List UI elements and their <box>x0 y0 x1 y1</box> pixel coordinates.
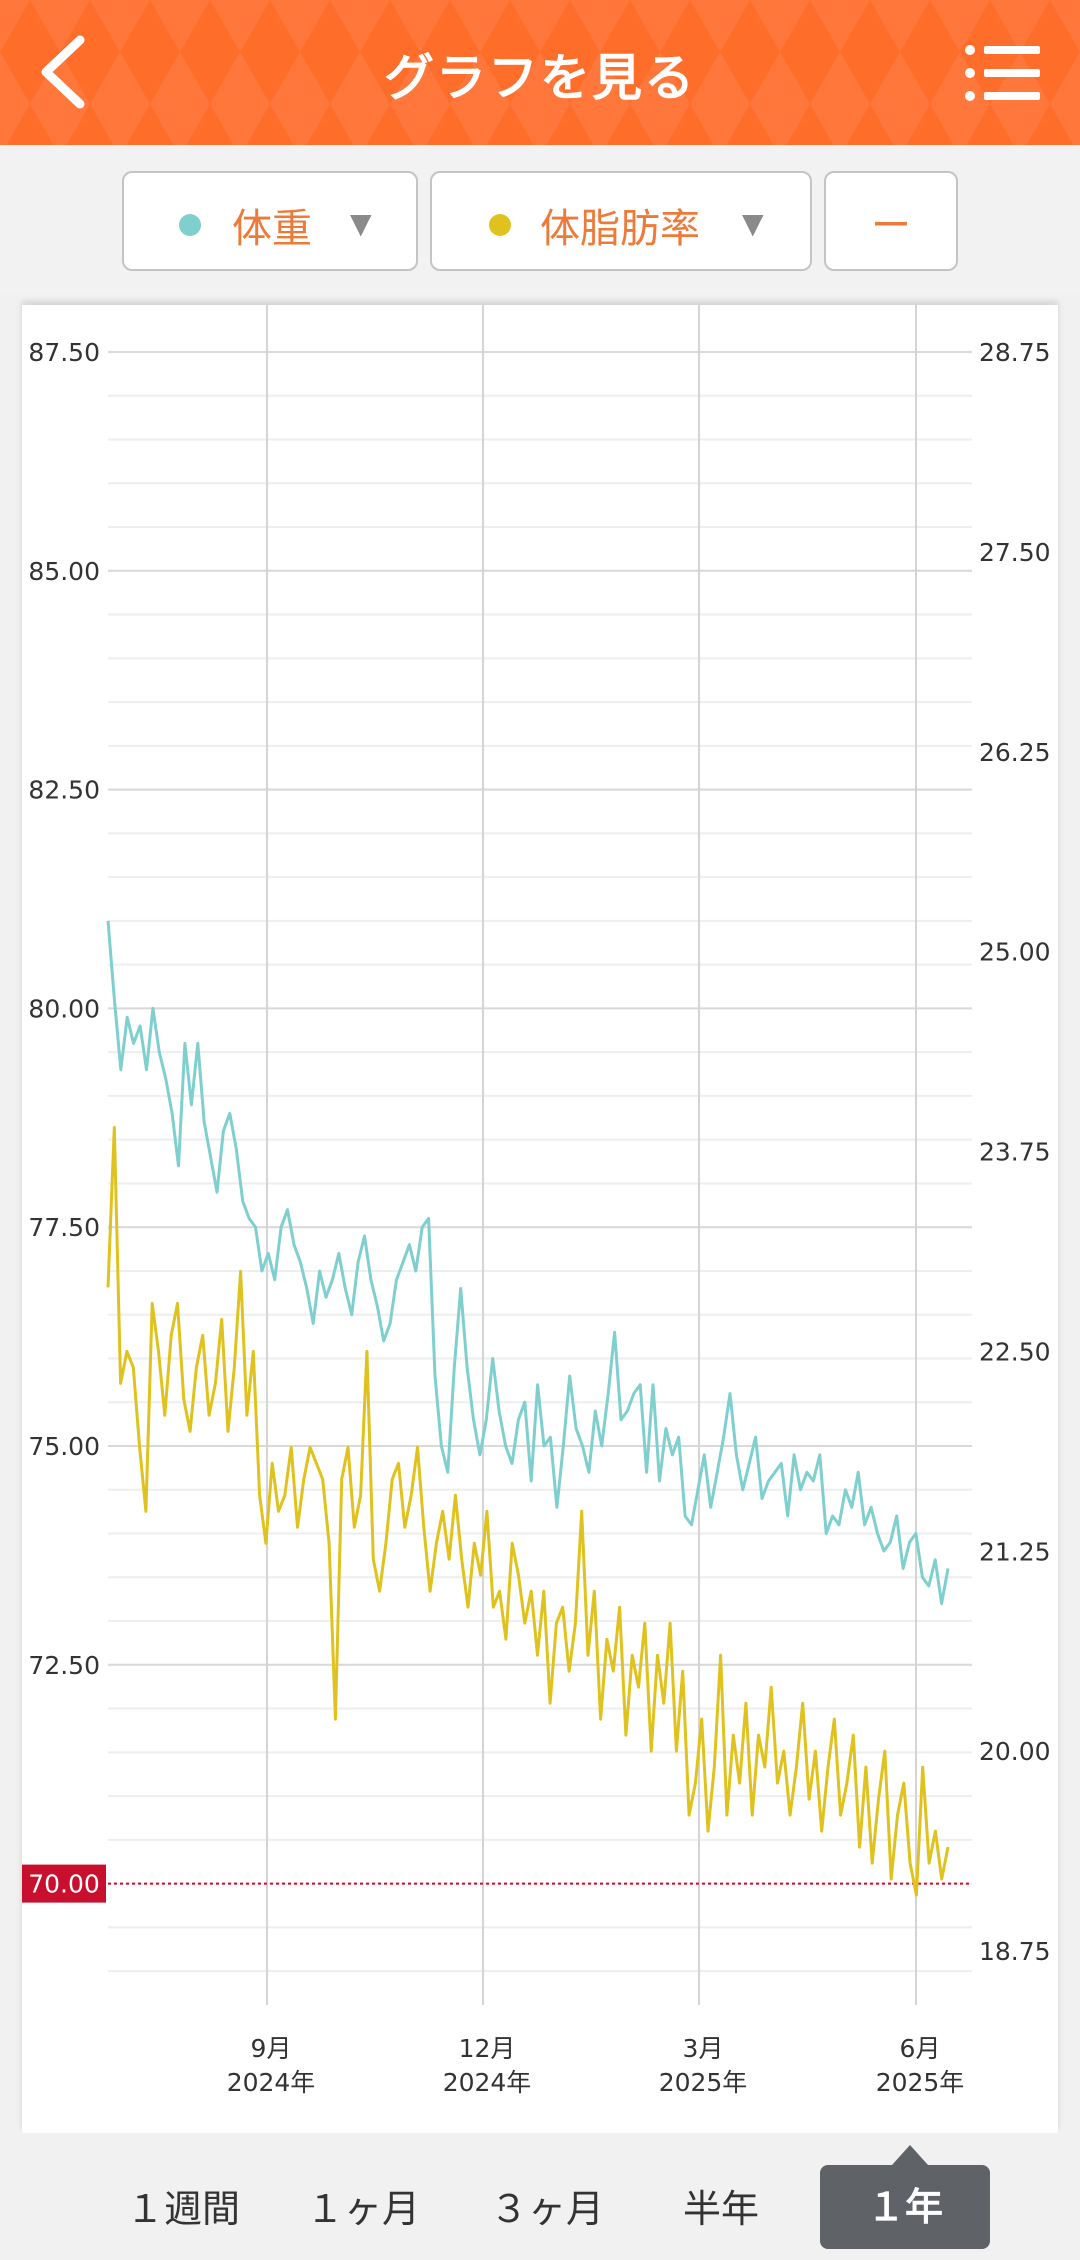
range-tab-label: 半年 <box>683 2187 760 2231</box>
right-axis-tick-label: 22.50 <box>979 1337 1051 1366</box>
x-axis-month-label: 3月 <box>683 2034 724 2063</box>
range-tab-2[interactable]: ３ヶ月 <box>490 2178 604 2233</box>
right-axis-tick-label: 18.75 <box>979 1937 1051 1966</box>
right-axis-tick-label: 28.75 <box>979 338 1051 367</box>
series-selector-none[interactable]: ー <box>824 171 958 271</box>
right-axis-tick-label: 26.25 <box>979 738 1051 767</box>
dropdown-triangle-icon: ▼ <box>742 207 764 240</box>
bodyfat-selector-label: 体脂肪率 <box>540 206 700 252</box>
range-tab-4[interactable]: １年 <box>820 2145 990 2249</box>
target-value-badge <box>22 1864 106 1903</box>
x-axis-month-label: 12月 <box>459 2034 516 2063</box>
right-axis-tick-label: 21.25 <box>979 1537 1051 1566</box>
x-axis-year-label: 2025年 <box>659 2068 748 2097</box>
x-axis-month-label: 6月 <box>900 2034 941 2063</box>
none-selector-label: ー <box>871 203 911 249</box>
range-tab-3[interactable]: 半年 <box>683 2178 759 2233</box>
x-axis-year-label: 2024年 <box>227 2068 316 2097</box>
target-value-label: 70.00 <box>28 1870 100 1899</box>
series-selector-bodyfat[interactable]: 体脂肪率 ▼ <box>430 171 812 271</box>
series-selector-weight[interactable]: 体重 ▼ <box>122 171 418 271</box>
series-line-weight <box>106 920 950 1605</box>
x-axis-year-label: 2025年 <box>876 2068 965 2097</box>
active-tab-pointer <box>892 2145 928 2165</box>
line-chart: 87.50 85.00 82.50 80.00 77.50 75.00 72.50 28.75… <box>22 305 1051 2097</box>
range-tab-bar: １週間 １ヶ月 ３ヶ月 半年 １年 <box>0 2133 1080 2260</box>
dropdown-triangle-icon: ▼ <box>350 207 372 240</box>
list-menu-icon[interactable] <box>962 40 1042 106</box>
header: グラフを見る <box>0 0 1080 145</box>
left-axis-tick-label: 72.50 <box>28 1651 100 1680</box>
left-axis-tick-label: 85.00 <box>28 557 100 586</box>
range-tab-label: １週間 <box>126 2187 241 2231</box>
left-axis-tick-label: 80.00 <box>28 994 100 1023</box>
right-axis-tick-label: 23.75 <box>979 1138 1051 1167</box>
left-axis-tick-label: 75.00 <box>28 1432 100 1461</box>
range-tab-label: １年 <box>866 2185 943 2229</box>
page-title: グラフを見る <box>384 49 696 107</box>
left-axis-tick-label: 82.50 <box>28 776 100 805</box>
bodyfat-color-dot-icon <box>489 214 511 236</box>
right-axis-tick-label: 20.00 <box>979 1737 1051 1766</box>
left-axis-tick-label: 77.50 <box>28 1213 100 1242</box>
series-selector-bar: 体重 ▼ 体脂肪率 ▼ ー <box>0 145 1080 293</box>
x-axis-year-label: 2024年 <box>443 2068 532 2097</box>
range-tab-label: １ヶ月 <box>306 2187 421 2231</box>
x-axis-month-label: 9月 <box>251 2034 292 2063</box>
right-axis-tick-label: 25.00 <box>979 938 1051 967</box>
right-axis-tick-label: 27.50 <box>979 538 1051 567</box>
weight-selector-label: 体重 <box>232 206 312 252</box>
series-line-bodyfat <box>106 1126 950 1897</box>
left-axis-tick-label: 87.50 <box>28 338 100 367</box>
range-tab-1[interactable]: １ヶ月 <box>306 2178 420 2233</box>
back-chevron-icon[interactable] <box>28 30 108 115</box>
range-tab-0[interactable]: １週間 <box>126 2178 240 2233</box>
weight-color-dot-icon <box>179 214 201 236</box>
range-tab-label: ３ヶ月 <box>490 2187 605 2231</box>
chart-card: 87.50 85.00 82.50 80.00 77.50 75.00 72.50 28.75… <box>22 305 1058 2133</box>
